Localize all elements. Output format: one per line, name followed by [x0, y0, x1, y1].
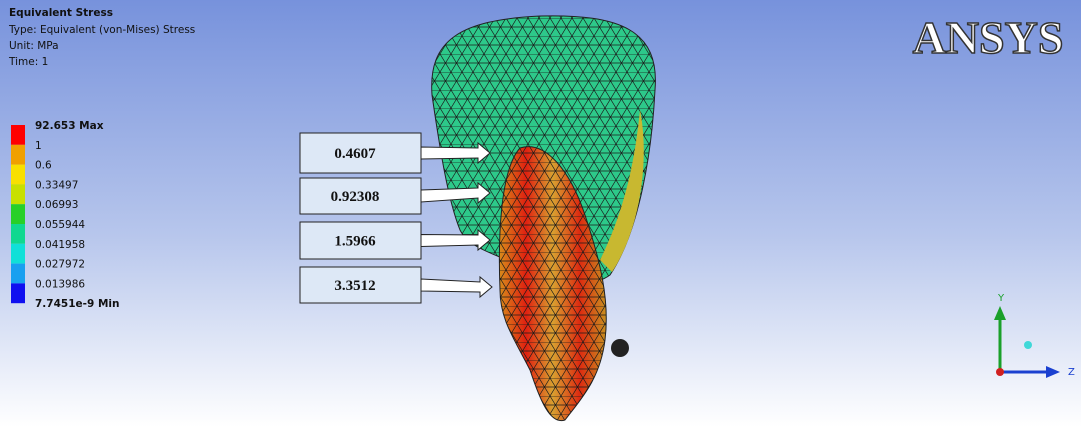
result-time: Time: 1	[8, 56, 48, 68]
legend-swatch	[11, 165, 25, 185]
legend-swatch	[11, 204, 25, 224]
legend-label: 0.055944	[35, 219, 85, 231]
origin	[996, 368, 1004, 376]
legend-label: 7.7451e-9 Min	[35, 298, 119, 310]
iso-ball	[1024, 341, 1032, 349]
legend-swatch	[11, 184, 25, 204]
viewport: Equivalent Stress Type: Equivalent (von-…	[0, 0, 1081, 427]
contact-point	[611, 339, 629, 357]
result-type: Type: Equivalent (von-Mises) Stress	[8, 24, 195, 36]
legend-label: 0.041958	[35, 239, 85, 251]
result-title: Equivalent Stress	[9, 7, 113, 19]
legend-label: 92.653 Max	[35, 120, 104, 132]
legend-label: 0.027972	[35, 259, 85, 271]
legend-swatch	[11, 145, 25, 165]
callout-value: 0.4607	[334, 146, 376, 162]
result-unit: Unit: MPa	[9, 40, 59, 52]
legend-label: 0.013986	[35, 278, 85, 290]
callout-value: 0.92308	[331, 189, 380, 205]
legend-label: 1	[35, 140, 42, 152]
legend-label: 0.6	[35, 160, 52, 172]
callout-value: 1.5966	[334, 234, 376, 250]
legend-label: 0.33497	[35, 179, 78, 191]
legend-swatch	[11, 125, 25, 145]
legend-swatch	[11, 244, 25, 264]
legend-label: 0.06993	[35, 199, 78, 211]
z-label: Z	[1068, 367, 1075, 378]
legend-swatch	[11, 283, 25, 303]
legend-swatch	[11, 264, 25, 284]
callout-value: 3.3512	[334, 278, 375, 294]
logo: ANSYS	[913, 12, 1064, 63]
y-label: Y	[997, 293, 1005, 304]
legend-swatch	[11, 224, 25, 244]
